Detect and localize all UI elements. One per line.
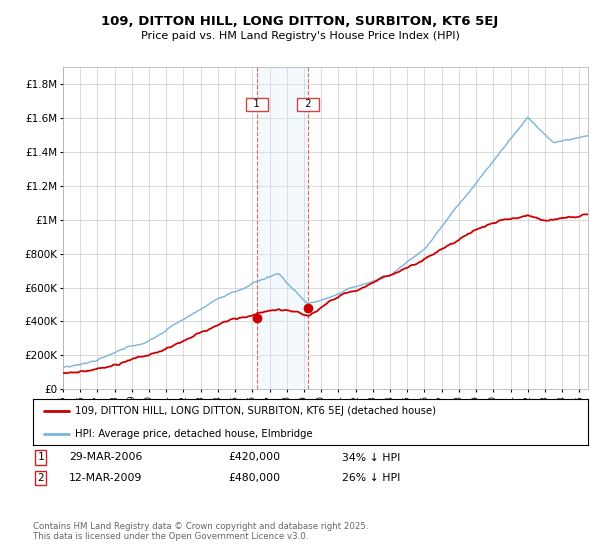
Text: 2: 2: [299, 100, 317, 110]
Text: 12-MAR-2009: 12-MAR-2009: [69, 473, 142, 483]
Text: 109, DITTON HILL, LONG DITTON, SURBITON, KT6 5EJ (detached house): 109, DITTON HILL, LONG DITTON, SURBITON,…: [74, 406, 436, 416]
Text: 26% ↓ HPI: 26% ↓ HPI: [342, 473, 400, 483]
Text: HPI: Average price, detached house, Elmbridge: HPI: Average price, detached house, Elmb…: [74, 428, 312, 438]
Text: 29-MAR-2006: 29-MAR-2006: [69, 452, 142, 463]
Text: Price paid vs. HM Land Registry's House Price Index (HPI): Price paid vs. HM Land Registry's House …: [140, 31, 460, 41]
Text: Contains HM Land Registry data © Crown copyright and database right 2025.
This d: Contains HM Land Registry data © Crown c…: [33, 522, 368, 542]
Text: £420,000: £420,000: [228, 452, 280, 463]
Text: 1: 1: [38, 452, 44, 463]
Text: 2: 2: [38, 473, 44, 483]
Text: 1: 1: [247, 100, 266, 110]
Text: 109, DITTON HILL, LONG DITTON, SURBITON, KT6 5EJ: 109, DITTON HILL, LONG DITTON, SURBITON,…: [101, 15, 499, 27]
Bar: [257, 67, 308, 389]
Text: £480,000: £480,000: [228, 473, 280, 483]
Text: 34% ↓ HPI: 34% ↓ HPI: [342, 452, 400, 463]
